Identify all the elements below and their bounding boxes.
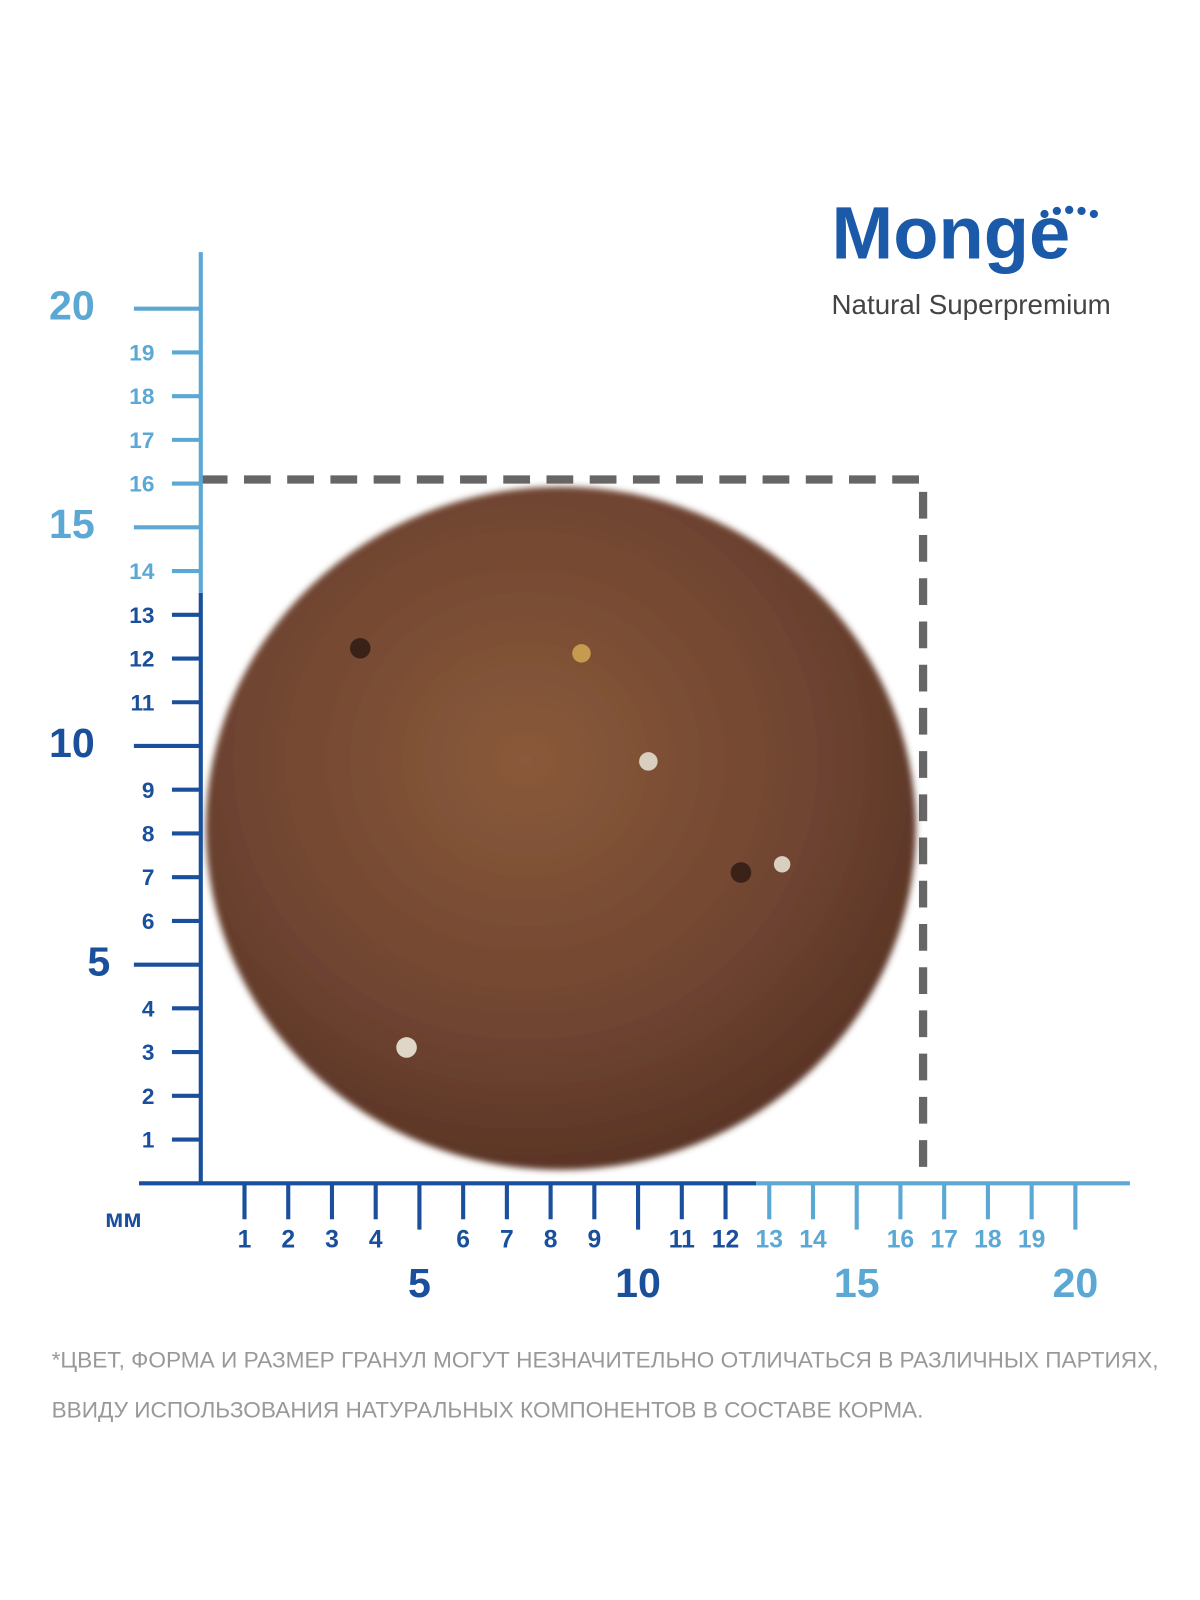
tick-label: 16 [887,1226,914,1253]
tick-label: 19 [1018,1226,1045,1253]
tick-label: 14 [129,559,155,584]
tick-label: 18 [129,384,154,409]
tick-label: 2 [281,1226,295,1253]
tick-label: 10 [49,720,95,766]
tick-label: 4 [369,1226,383,1253]
kibble [205,486,916,1170]
footnote-line: *ЦВЕТ, ФОРМА И РАЗМЕР ГРАНУЛ МОГУТ НЕЗНА… [52,1347,1159,1372]
tick-label: 14 [799,1226,827,1253]
tick-label: 13 [129,603,154,628]
tick-label: 12 [129,647,154,672]
unit-label: мм [105,1206,142,1233]
tick-label: 17 [930,1226,957,1253]
tick-label: 11 [131,690,155,715]
size-box [200,475,928,1184]
tick-label: 12 [712,1226,739,1253]
tick-label: 10 [615,1260,661,1306]
tick-label: 9 [587,1226,601,1253]
tick-label: 17 [129,428,154,453]
tick-label: 2 [142,1084,155,1109]
tick-label: 9 [142,778,155,803]
tick-label: 15 [834,1260,880,1306]
tick-label: 5 [408,1260,431,1306]
tick-label: 18 [974,1226,1001,1253]
logo-stars [1040,205,1099,219]
tick-label: 20 [49,283,95,329]
tick-label: 4 [142,996,155,1021]
tick-label: 1 [142,1128,155,1153]
tick-label: 3 [325,1226,339,1253]
footnote-line: ВВИДУ ИСПОЛЬЗОВАНИЯ НАТУРАЛЬНЫХ КОМПОНЕН… [52,1398,924,1423]
logo-brand: Monge [832,191,1071,274]
tick-label: 16 [129,472,154,497]
tick-label: 20 [1052,1260,1098,1306]
tick-label: 3 [142,1040,155,1065]
logo-tagline: Natural Superpremium [832,289,1111,320]
tick-label: 19 [129,340,154,365]
tick-label: 8 [544,1226,558,1253]
tick-label: 6 [142,909,155,934]
tick-label: 1 [238,1226,252,1253]
tick-label: 6 [456,1226,470,1253]
tick-label: 8 [142,821,155,846]
tick-label: 7 [500,1226,514,1253]
tick-label: 15 [49,501,95,547]
tick-label: 7 [142,865,155,890]
tick-label: 13 [756,1226,783,1253]
tick-label: 5 [87,939,110,985]
tick-label: 11 [669,1226,695,1253]
